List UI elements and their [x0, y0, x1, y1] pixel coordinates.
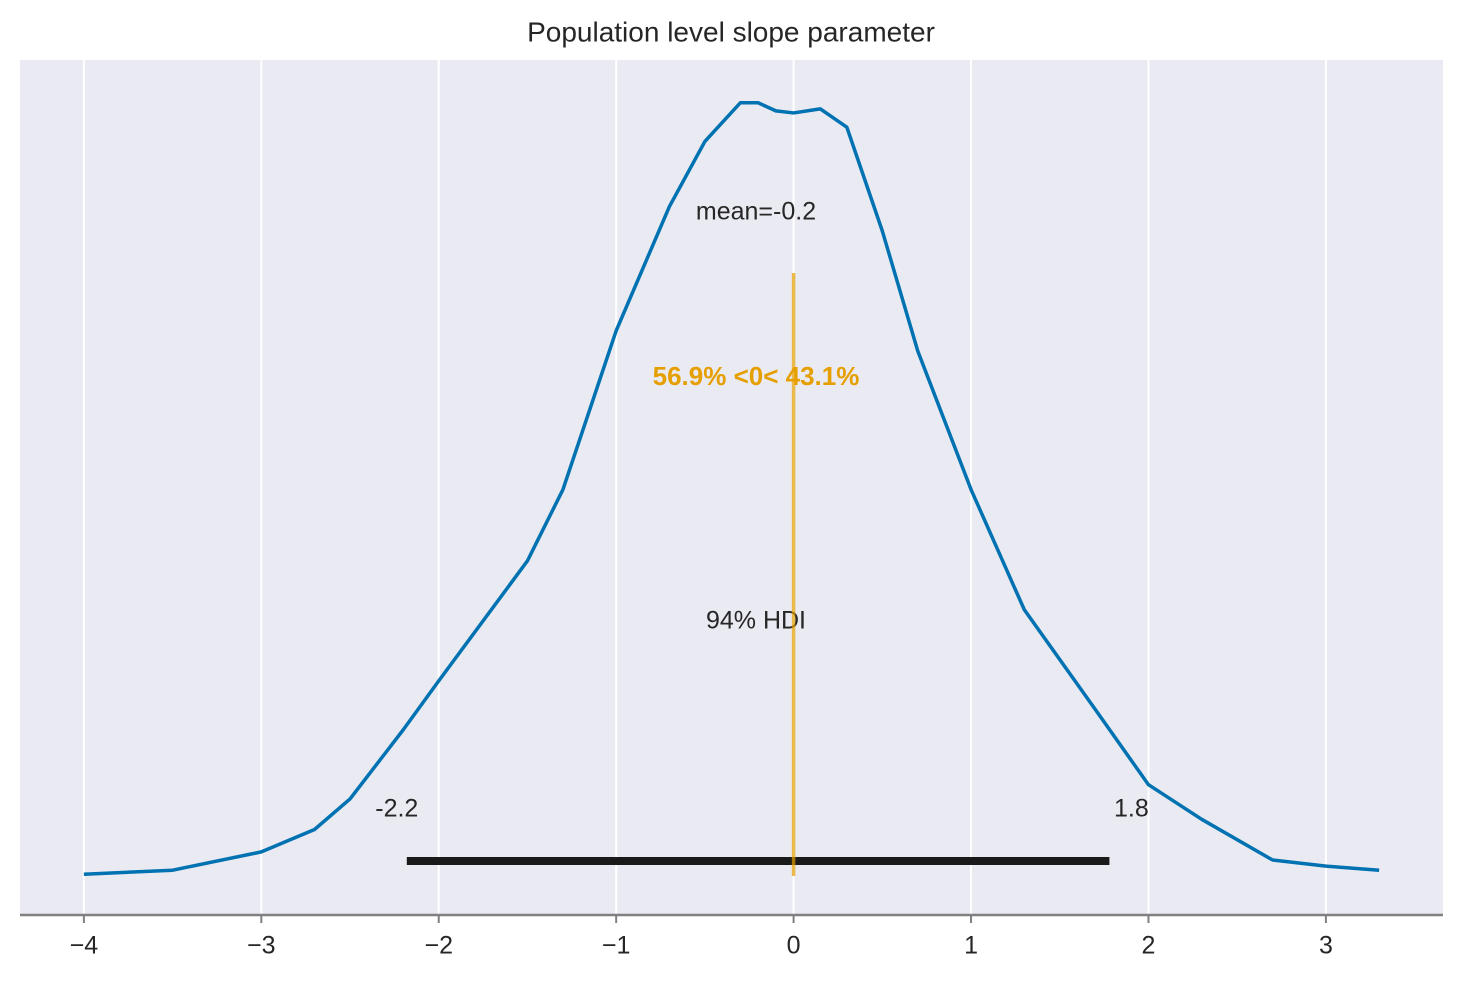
- x-tick-label: 3: [1319, 932, 1333, 960]
- x-tick-label: −4: [70, 932, 99, 960]
- x-tick-label: −1: [602, 932, 631, 960]
- reference-label: 56.9% <0< 43.1%: [653, 361, 860, 391]
- x-tick-label: −3: [247, 932, 276, 960]
- hdi-label: 94% HDI: [706, 607, 806, 635]
- hdi-lower-label: -2.2: [375, 795, 418, 823]
- x-tick-label: 1: [964, 932, 978, 960]
- x-tick-label: 0: [787, 932, 801, 960]
- hdi-upper-label: 1.8: [1114, 795, 1149, 823]
- density-line: [83, 101, 1380, 877]
- x-tick-label: −2: [424, 932, 453, 960]
- plot-background: [20, 60, 1443, 915]
- mean-label: mean=-0.2: [696, 198, 816, 226]
- x-tick-label: 2: [1142, 932, 1156, 960]
- chart-title: Population level slope parameter: [527, 16, 935, 47]
